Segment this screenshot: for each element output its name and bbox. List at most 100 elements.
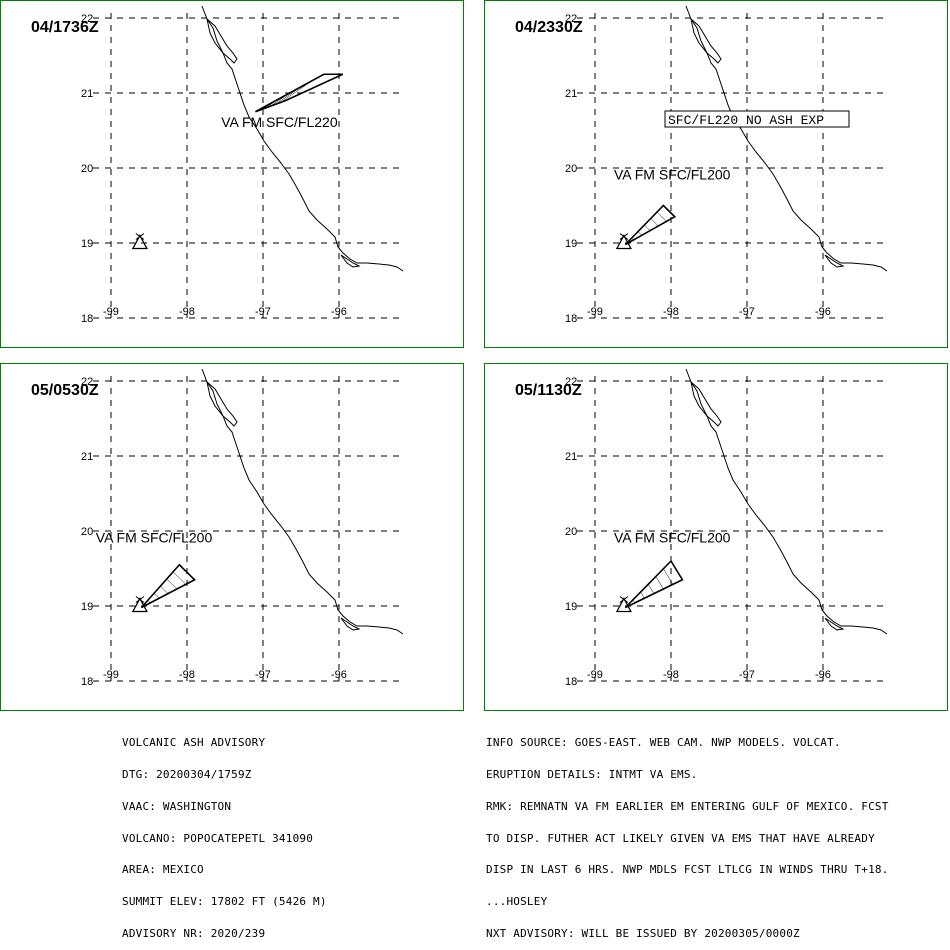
volcano-triangle-icon (131, 234, 148, 250)
panel-time-2: 04/2330Z (515, 19, 583, 36)
lon-tick-label: -97 (255, 306, 271, 318)
map-svg-3: -99 -98 -97 -96 22 21 20 19 18 VA FM SFC/FL200 (81, 368, 405, 688)
no-ash-label: SFC/FL220 NO ASH EXP (668, 113, 824, 128)
ash-hatch-line (270, 92, 290, 107)
advisory-line: VAAC: WASHINGTON (122, 799, 232, 813)
panel-time-4: 05/1130Z (515, 382, 582, 399)
lat-tick-label: 21 (565, 451, 577, 463)
no-ash-box (664, 110, 850, 128)
lat-tick-label: 22 (565, 376, 577, 388)
lon-tick-label: -96 (815, 306, 831, 318)
remark-line: ERUPTION DETAILS: INTMT VA EMS. (486, 767, 698, 781)
ash-cloud-polygon (624, 204, 677, 246)
river-delta (340, 254, 361, 268)
lagoon-outline (690, 17, 722, 64)
ash-layer-label: VA FM SFC/FL200 (96, 529, 213, 545)
ash-hatch-line (644, 224, 651, 231)
volcano-eruption-icon (135, 596, 145, 603)
lat-tick-label: 21 (81, 88, 93, 100)
lon-tick-label: -98 (663, 669, 679, 681)
lagoon-outline (206, 17, 238, 64)
lat-tick-label: 20 (81, 526, 93, 538)
advisory-remarks-block: INFO SOURCE: GOES-EAST. WEB CAM. NWP MOD… (486, 717, 889, 950)
ash-hatch-line (632, 599, 636, 604)
ash-cloud-polygon (140, 563, 196, 609)
lagoon-outline (690, 380, 722, 427)
river-delta (824, 617, 845, 631)
lon-tick-label: -99 (587, 306, 603, 318)
lat-tick-label: 20 (565, 163, 577, 175)
lon-tick-label: -99 (103, 306, 119, 318)
ash-hatch-line (640, 591, 645, 599)
ash-cloud-polygon (624, 559, 684, 609)
remark-line: INFO SOURCE: GOES-EAST. WEB CAM. NWP MOD… (486, 736, 841, 750)
lat-tick-label: 22 (81, 13, 93, 25)
lon-tick-label: -97 (739, 306, 755, 318)
ash-hatch-line (260, 105, 267, 111)
remark-line: NXT ADVISORY: WILL BE ISSUED BY 20200305… (486, 926, 800, 940)
advisory-line: DTG: 20200304/1759Z (122, 767, 252, 781)
ash-hatch-line (265, 99, 279, 109)
lon-tick-label: -98 (663, 306, 679, 318)
lat-tick-label: 20 (565, 526, 577, 538)
map-svg-1: -99 -98 -97 -96 22 21 20 19 18 VA FM SFC/FL220 (81, 5, 405, 325)
advisory-line: VOLCANIC ASH ADVISORY (122, 736, 266, 750)
lon-tick-label: -96 (815, 669, 831, 681)
lat-tick-label: 22 (81, 376, 93, 388)
map-panel-4: -99 -98 -97 -96 22 21 20 19 18 VA FM SFC/FL200 05… (484, 363, 948, 711)
volcano-eruption-icon (135, 233, 145, 240)
lat-tick-label: 20 (81, 163, 93, 175)
lat-tick-label: 19 (565, 238, 577, 250)
ash-hatch-line (650, 218, 659, 227)
lat-tick-label: 18 (565, 313, 577, 325)
coastline (201, 5, 404, 272)
remark-line: RMK: REMNATN VA FM EARLIER EM ENTERING G… (486, 799, 889, 813)
lon-tick-label: -99 (103, 669, 119, 681)
ash-hatch-line (655, 576, 664, 590)
volcano-eruption-icon (619, 233, 629, 240)
ash-hatch-line (280, 80, 313, 103)
map-panel-3: -99 -98 -97 -96 22 21 20 19 18 VA FM SFC/FL200 05… (0, 363, 464, 711)
coastline (685, 368, 888, 635)
ash-layer-label: VA FM SFC/FL220 (221, 114, 338, 130)
ash-layer-label: VA FM SFC/FL200 (614, 166, 731, 182)
lon-tick-label: -96 (331, 306, 347, 318)
lat-tick-label: 18 (81, 676, 93, 688)
advisory-line: VOLCANO: POPOCATEPETL 341090 (122, 831, 314, 845)
lagoon-outline (206, 380, 238, 427)
remark-line: ...HOSLEY (486, 895, 548, 909)
ash-hatch-line (656, 211, 667, 222)
ash-hatch-line (637, 231, 643, 236)
lat-tick-label: 18 (81, 313, 93, 325)
ash-hatch-line (166, 578, 178, 590)
advisory-line: SUMMIT ELEV: 17802 FT (5426 M) (122, 895, 327, 909)
coastline (685, 5, 888, 272)
panel-time-3: 05/0530Z (31, 382, 99, 399)
advisory-line: ADVISORY NR: 2020/239 (122, 926, 266, 940)
lat-tick-label: 19 (81, 601, 93, 613)
ash-hatch-line (172, 571, 186, 585)
river-delta (340, 617, 361, 631)
ash-hatch-line (160, 585, 169, 594)
advisory-line: AREA: MEXICO (122, 863, 204, 877)
lat-tick-label: 22 (565, 13, 577, 25)
lon-tick-label: -96 (331, 669, 347, 681)
map-panel-1: -99 -98 -97 -96 22 21 20 19 18 VA FM SFC/FL220 04… (0, 0, 464, 348)
volcano-eruption-icon (619, 596, 629, 603)
ash-hatch-line (631, 237, 634, 241)
lon-tick-label: -97 (739, 669, 755, 681)
ash-hatch-line (275, 86, 302, 105)
coastline (201, 368, 404, 635)
lat-tick-label: 19 (81, 238, 93, 250)
remark-line: DISP IN LAST 6 HRS. NWP MDLS FCST LTLCG … (486, 863, 889, 877)
lon-tick-label: -99 (587, 669, 603, 681)
panel-time-1: 04/1736Z (31, 19, 99, 36)
ash-hatch-line (647, 584, 655, 594)
lat-tick-label: 21 (565, 88, 577, 100)
ash-hatch-line (153, 593, 160, 599)
ash-layer-label: VA FM SFC/FL200 (614, 529, 731, 545)
lat-tick-label: 21 (81, 451, 93, 463)
lon-tick-label: -97 (255, 669, 271, 681)
advisory-header-block: VOLCANIC ASH ADVISORY DTG: 20200304/1759… (122, 717, 327, 950)
lon-tick-label: -98 (179, 669, 195, 681)
